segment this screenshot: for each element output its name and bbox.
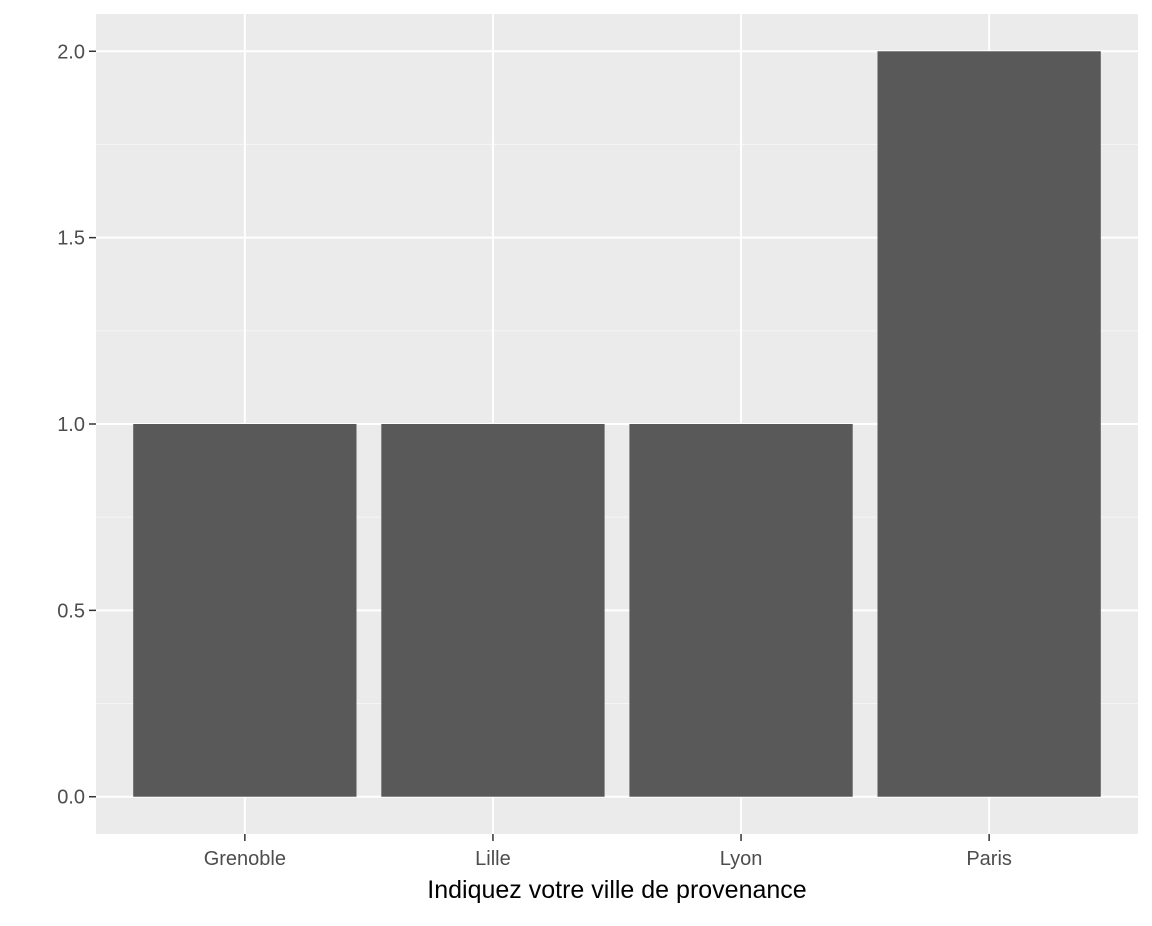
- bar-paris: [877, 51, 1101, 797]
- x-axis: Grenoble Lille Lyon Paris: [204, 834, 1012, 870]
- y-tick-label: 1.0: [57, 414, 85, 436]
- y-tick-label: 1.5: [57, 228, 85, 250]
- y-tick-label: 0.5: [57, 600, 85, 622]
- y-tick-label: 0.0: [57, 787, 85, 809]
- bar-grenoble: [133, 424, 357, 797]
- bar-lille: [381, 424, 605, 797]
- x-tick-label: Grenoble: [204, 848, 286, 870]
- x-tick-label: Lyon: [720, 848, 763, 870]
- x-axis-title: Indiquez votre ville de provenance: [427, 876, 806, 904]
- x-tick-label: Paris: [966, 848, 1012, 870]
- y-axis: 0.0 0.5 1.0 1.5 2.0: [57, 41, 96, 809]
- bar-lyon: [629, 424, 853, 797]
- y-tick-label: 2.0: [57, 41, 85, 63]
- x-tick-label: Lille: [475, 848, 511, 870]
- bar-series: [133, 51, 1101, 797]
